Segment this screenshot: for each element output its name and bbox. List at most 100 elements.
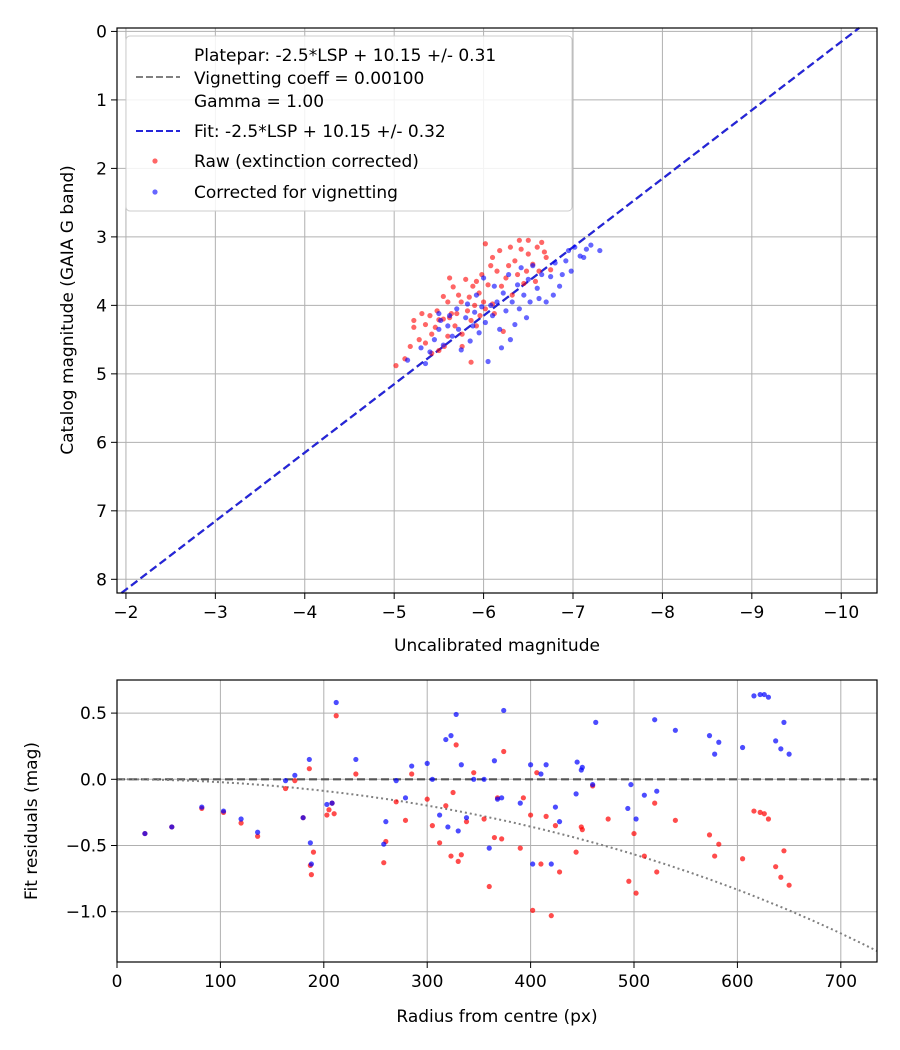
top-fit-lines	[120, 27, 860, 594]
corrected-residual-point	[409, 763, 415, 769]
corrected-residual-point	[757, 691, 763, 698]
raw-residual-point	[292, 778, 298, 784]
legend-fit-label: Fit: -2.5*LSP + 10.15 +/- 0.32	[194, 122, 446, 142]
raw-point	[419, 310, 425, 317]
raw-point	[539, 239, 545, 245]
corrected-residual-point	[574, 759, 580, 765]
raw-residual-point	[778, 874, 784, 880]
raw-point	[470, 283, 476, 289]
corrected-point	[523, 315, 530, 321]
top-x-tick-label: −6	[471, 603, 496, 623]
corrected-residual-point	[654, 788, 660, 794]
raw-residual-point	[786, 882, 792, 888]
raw-point	[472, 302, 478, 308]
raw-residual-point	[255, 833, 261, 839]
legend-gamma-line: Gamma = 1.00	[194, 92, 324, 112]
top-y-tick-label: 2	[96, 159, 107, 179]
corrected-residual-point	[706, 733, 713, 739]
top-y-tick-label: 6	[96, 433, 107, 453]
top-x-tick-label: −9	[739, 603, 764, 623]
corrected-point	[588, 242, 594, 248]
corrected-residual-point	[751, 693, 757, 699]
raw-residual-point	[530, 907, 536, 913]
corrected-point	[458, 347, 464, 353]
corrected-residual-point	[543, 762, 549, 768]
corrected-residual-point	[778, 746, 784, 752]
raw-point	[488, 263, 494, 269]
corrected-residual-point	[292, 772, 298, 778]
corrected-residual-point	[556, 819, 563, 825]
residuals-plot: 0 100 200 300 400 500 600 700 0.5 0.0 −0.5 −1.0 Rad…	[22, 679, 878, 1027]
corrected-point	[422, 360, 429, 367]
raw-point	[440, 293, 446, 300]
corrected-point	[563, 258, 569, 264]
raw-residual-point	[716, 841, 722, 847]
corrected-residual-point	[300, 815, 306, 821]
raw-residual-point	[631, 830, 637, 837]
corrected-residual-point	[716, 739, 722, 745]
raw-point	[450, 284, 456, 290]
corrected-point	[404, 357, 411, 363]
bottom-x-tick-label: 100	[204, 972, 236, 992]
raw-point	[516, 237, 522, 243]
corrected-point	[436, 326, 442, 332]
raw-residual-point	[739, 856, 746, 862]
corrected-residual-point	[220, 808, 227, 814]
raw-point	[548, 267, 554, 273]
corrected-point	[476, 330, 482, 336]
corrected-point	[447, 313, 453, 319]
corrected-point	[518, 265, 524, 271]
corrected-residual-point	[383, 819, 389, 825]
raw-point	[455, 292, 462, 298]
raw-point	[473, 323, 480, 329]
raw-point	[445, 299, 451, 305]
corrected-residual-point	[538, 771, 544, 777]
raw-point	[497, 247, 503, 254]
corrected-point	[480, 275, 487, 281]
corrected-residual-point	[429, 776, 435, 782]
corrected-point	[427, 349, 433, 355]
corrected-residual-point	[238, 816, 244, 822]
raw-residual-point	[538, 861, 544, 867]
raw-residual-point	[573, 849, 579, 855]
top-y-tick-label: 0	[96, 22, 107, 42]
raw-point	[521, 280, 527, 287]
corrected-point	[530, 263, 536, 269]
raw-point	[514, 271, 521, 278]
corrected-residual-point	[458, 762, 464, 768]
raw-residual-point	[543, 813, 549, 819]
raw-residual-point	[654, 869, 660, 875]
raw-point	[464, 308, 471, 314]
raw-point	[452, 323, 458, 329]
top-x-tick-label: −4	[292, 603, 317, 623]
raw-residual-point	[450, 789, 456, 796]
legend-platepar-label: Platepar: -2.5*LSP + 10.15 +/- 0.31 Vign…	[194, 46, 502, 112]
raw-residual-point	[455, 858, 461, 864]
legend-box	[125, 35, 573, 212]
corrected-residual-point	[590, 781, 596, 788]
corrected-point	[497, 326, 503, 332]
top-x-tick-label: −5	[382, 603, 407, 623]
corrected-residual-point	[781, 719, 787, 725]
corrected-residual-point	[481, 776, 487, 782]
corrected-point	[467, 338, 473, 344]
raw-residual-point	[306, 766, 312, 772]
vignetting-curve	[117, 778, 878, 952]
raw-residual-point	[501, 748, 507, 755]
raw-point	[393, 363, 399, 369]
top-fit-line	[120, 27, 860, 594]
corrected-residual-point	[573, 791, 579, 797]
corrected-point	[500, 290, 506, 296]
corrected-point	[494, 299, 500, 305]
corrected-point	[418, 345, 424, 351]
raw-residual-point	[528, 812, 534, 818]
corrected-point	[491, 283, 497, 289]
raw-residual-point	[499, 836, 505, 842]
corrected-residual-point	[445, 824, 451, 830]
raw-residual-point	[626, 878, 632, 884]
corrected-residual-point	[324, 801, 330, 808]
top-y-tick-label: 3	[96, 228, 107, 248]
raw-residual-point	[712, 853, 718, 859]
corrected-residual-point	[499, 795, 505, 801]
raw-residual-point	[491, 834, 498, 841]
